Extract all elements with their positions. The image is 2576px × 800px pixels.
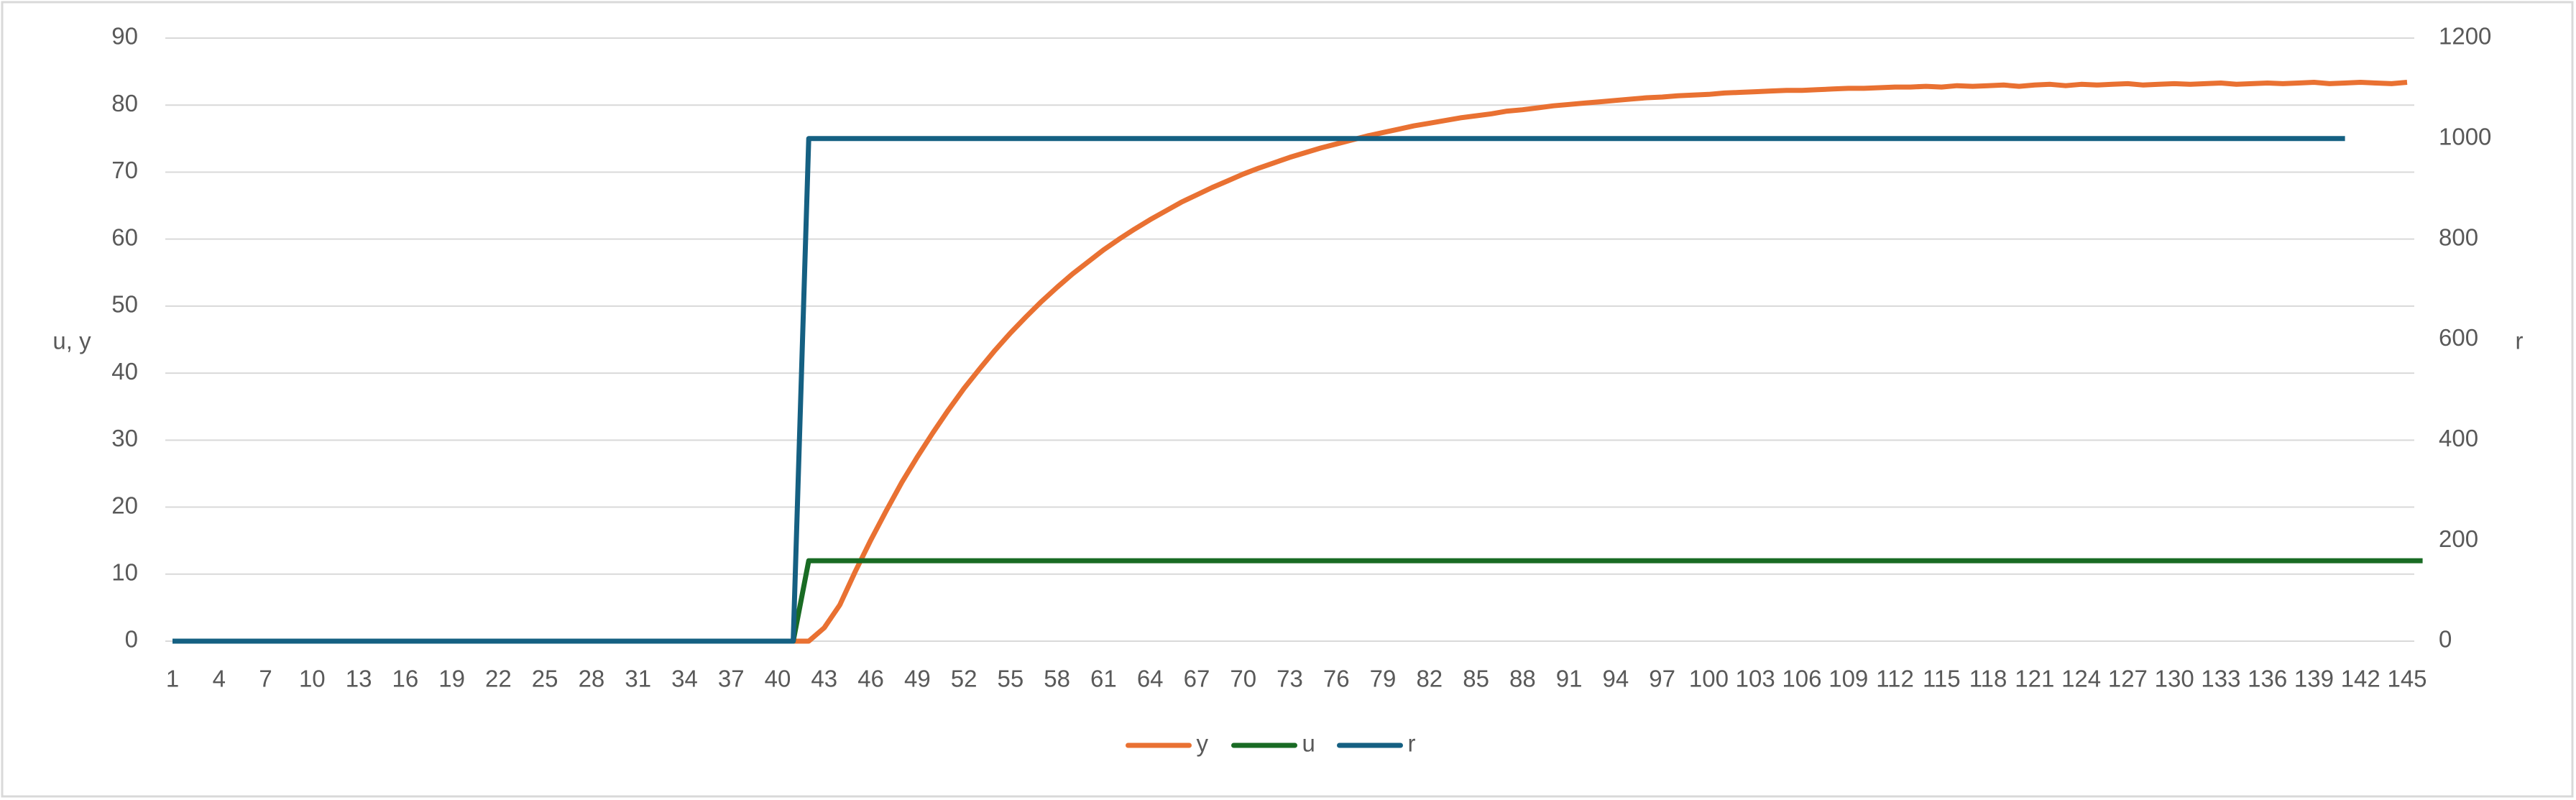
x-tick-label: 25 <box>532 666 558 692</box>
x-tick-label: 118 <box>1969 666 2007 692</box>
x-tick-label: 46 <box>857 666 884 692</box>
y2-tick-label: 1200 <box>2439 23 2491 50</box>
x-tick-label: 76 <box>1323 666 1350 692</box>
y-axis-label: u, y <box>52 328 91 354</box>
x-tick-label: 130 <box>2155 666 2194 692</box>
legend-label: u <box>1302 730 1315 757</box>
x-tick-label: 91 <box>1556 666 1583 692</box>
x-tick-label: 16 <box>392 666 418 692</box>
x-tick-label: 100 <box>1689 666 1729 692</box>
legend-label: y <box>1197 730 1209 757</box>
y-tick-label: 80 <box>111 90 138 116</box>
x-tick-label: 97 <box>1649 666 1675 692</box>
x-tick-label: 103 <box>1736 666 1775 692</box>
x-tick-label: 85 <box>1463 666 1489 692</box>
x-tick-label: 139 <box>2294 666 2334 692</box>
x-tick-label: 142 <box>2341 666 2380 692</box>
x-tick-label: 112 <box>1876 666 1914 692</box>
y-tick-label: 20 <box>111 492 138 518</box>
x-tick-label: 70 <box>1230 666 1256 692</box>
x-tick-label: 49 <box>904 666 931 692</box>
x-tick-label: 19 <box>438 666 465 692</box>
y-tick-label: 0 <box>125 626 138 653</box>
x-tick-label: 1 <box>166 666 179 692</box>
x-tick-label: 88 <box>1509 666 1536 692</box>
x-tick-label: 22 <box>485 666 512 692</box>
x-tick-label: 4 <box>213 666 226 692</box>
x-tick-label: 43 <box>811 666 837 692</box>
x-tick-label: 34 <box>671 666 698 692</box>
x-tick-label: 115 <box>1923 666 1961 692</box>
y-tick-label: 10 <box>111 558 138 585</box>
x-tick-label: 121 <box>2015 666 2054 692</box>
x-tick-label: 10 <box>299 666 326 692</box>
y-tick-label: 50 <box>111 291 138 318</box>
x-tick-label: 61 <box>1090 666 1117 692</box>
x-tick-label: 28 <box>579 666 605 692</box>
x-tick-label: 133 <box>2201 666 2240 692</box>
y2-tick-label: 600 <box>2439 324 2478 351</box>
y-tick-label: 90 <box>111 23 138 50</box>
x-tick-label: 79 <box>1370 666 1397 692</box>
y2-tick-label: 200 <box>2439 525 2478 552</box>
x-tick-label: 40 <box>765 666 791 692</box>
x-tick-label: 73 <box>1276 666 1303 692</box>
x-tick-label: 58 <box>1044 666 1070 692</box>
y2-tick-label: 0 <box>2439 626 2452 653</box>
x-tick-label: 82 <box>1416 666 1443 692</box>
x-tick-label: 124 <box>2061 666 2101 692</box>
x-tick-label: 127 <box>2108 666 2148 692</box>
x-tick-label: 7 <box>259 666 272 692</box>
y2-tick-label: 400 <box>2439 425 2478 451</box>
x-tick-label: 67 <box>1184 666 1210 692</box>
x-tick-label: 64 <box>1137 666 1164 692</box>
legend-label: r <box>1408 730 1416 757</box>
series-line <box>172 136 2345 644</box>
x-tick-label: 31 <box>625 666 651 692</box>
y2-tick-label: 800 <box>2439 224 2478 250</box>
y-tick-label: 30 <box>111 425 138 451</box>
x-tick-label: 37 <box>718 666 745 692</box>
y2-tick-label: 1000 <box>2439 124 2491 150</box>
y-tick-label: 60 <box>111 224 138 250</box>
x-tick-label: 145 <box>2387 666 2426 692</box>
y-tick-label: 70 <box>111 157 138 183</box>
x-tick-label: 13 <box>346 666 372 692</box>
y2-axis-label: r <box>2516 328 2524 354</box>
x-tick-label: 94 <box>1603 666 1629 692</box>
x-tick-label: 52 <box>951 666 978 692</box>
y-tick-label: 40 <box>111 358 138 385</box>
x-tick-label: 106 <box>1782 666 1821 692</box>
x-tick-label: 136 <box>2248 666 2287 692</box>
x-tick-label: 55 <box>998 666 1024 692</box>
x-tick-label: 109 <box>1828 666 1868 692</box>
